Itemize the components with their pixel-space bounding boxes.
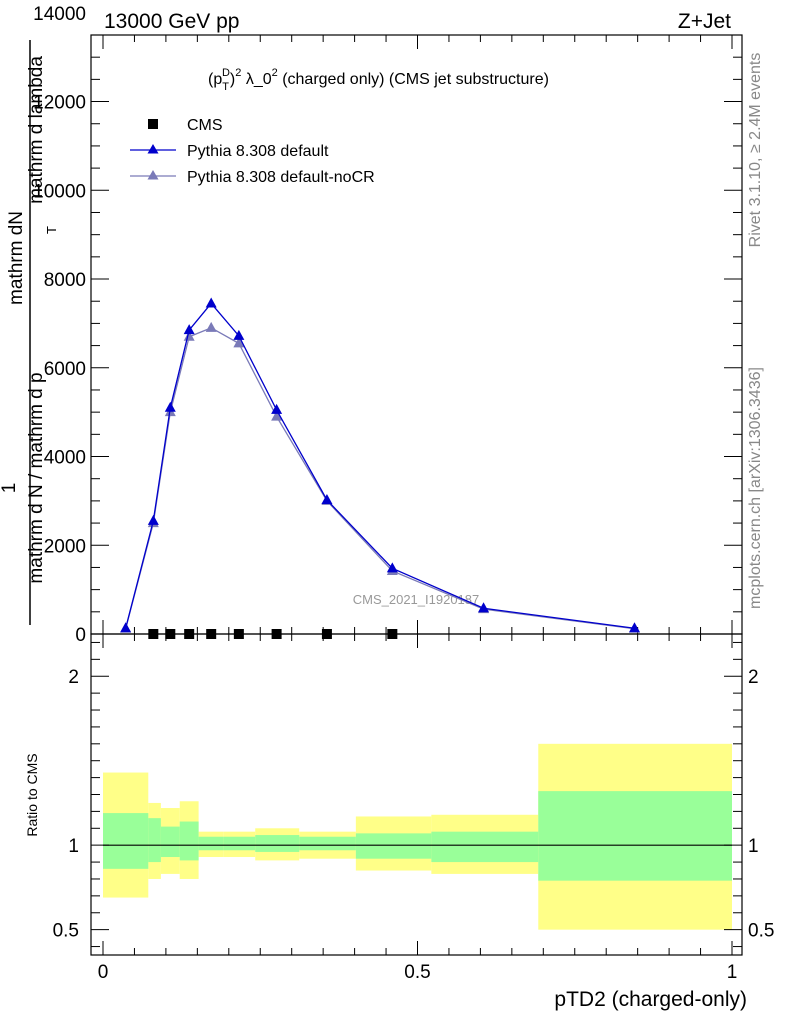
- legend-entry-nocr: Pythia 8.308 default-noCR: [130, 169, 375, 186]
- rivet-label: Rivet 3.1.10, ≥ 2.4M events: [747, 53, 764, 248]
- series-line: [125, 327, 635, 630]
- ylabel-lambda: mathrm d lambda: [26, 56, 47, 204]
- legend-label: Pythia 8.308 default-noCR: [187, 169, 375, 186]
- series-point-triangle: [478, 602, 490, 613]
- ratio-band-green: [148, 818, 161, 863]
- ylabel-pt-subscript: T: [44, 226, 59, 234]
- series-point-triangle: [233, 337, 245, 348]
- series-point-triangle: [386, 562, 398, 573]
- legend-marker-triangle: [147, 170, 159, 180]
- legend-label: Pythia 8.308 default: [187, 143, 329, 160]
- main-plot: 0 2000 4000 6000 8000 10000 12000 14000: [33, 4, 743, 646]
- legend-marker-triangle: [147, 144, 159, 154]
- plot-title-part: (charged only) (CMS jet substructure): [278, 71, 549, 88]
- x-tick-label: 0.5: [404, 962, 430, 983]
- main-y-axis-label: mathrm dN 1 mathrm d N / mathrm d p T ma…: [0, 40, 59, 625]
- ratio-y-tick-label: 2: [748, 667, 759, 688]
- series-point-triangle: [183, 330, 195, 341]
- series-point-triangle: [321, 494, 333, 505]
- ylabel-one: 1: [0, 483, 20, 494]
- ratio-band-green: [538, 791, 732, 881]
- legend-label: CMS: [187, 117, 223, 134]
- y-tick-label: 10000: [33, 181, 86, 202]
- legend-entry-default: Pythia 8.308 default: [130, 143, 329, 160]
- ratio-band-green: [355, 833, 432, 859]
- plot-title-part: 2: [235, 67, 241, 79]
- ratio-y-tick-label: 1: [68, 836, 79, 857]
- plot-title-part: λ_0: [241, 71, 271, 88]
- ratio-band-green: [223, 836, 256, 851]
- legend: CMS Pythia 8.308 default Pythia 8.308 de…: [130, 117, 375, 186]
- series-point-triangle: [271, 410, 283, 421]
- series-point-triangle: [629, 622, 641, 633]
- y-tick-label: 0: [75, 625, 86, 646]
- plot-title-part: ): [230, 71, 235, 88]
- analysis-watermark: CMS_2021_I1920187: [353, 592, 480, 607]
- series-line: [125, 302, 635, 629]
- y-tick-label: 4000: [44, 448, 86, 469]
- plot-title: (pTD)2 λ_02 (charged only) (CMS jet subs…: [208, 67, 549, 93]
- plot-title-part: D: [222, 67, 230, 79]
- process-label: Z+Jet: [678, 10, 731, 33]
- series-point-triangle: [120, 622, 132, 633]
- ratio-band-green: [431, 831, 539, 863]
- series-point-triangle: [205, 297, 217, 308]
- series-point-triangle: [271, 403, 283, 414]
- plot-title-part: (p: [208, 71, 222, 88]
- series-point-triangle: [233, 329, 245, 340]
- series-point-triangle: [147, 514, 159, 525]
- ratio-band-green: [299, 836, 356, 851]
- svg-text:(pTD)2 λ_02 (charged only) (CM: (pTD)2 λ_02 (charged only) (CMS jet subs…: [208, 67, 549, 93]
- y-tick-label: 12000: [33, 93, 86, 114]
- ratio-band-green: [198, 836, 224, 851]
- ratio-y-tick-label: 0.5: [748, 921, 774, 942]
- ratio-y-tick-label: 2: [68, 667, 79, 688]
- x-tick-label: 0: [98, 962, 109, 983]
- y-tick-label: 2000: [44, 536, 86, 557]
- mcplots-label: mcplots.cern.ch [arXiv:1306.3436]: [747, 367, 764, 609]
- series-point-triangle: [164, 401, 176, 412]
- ratio-band-green: [255, 835, 300, 852]
- ratio-y-tick-label: 1: [748, 836, 759, 857]
- ratio-y-axis-label: Ratio to CMS: [24, 753, 40, 836]
- y-tick-label: 14000: [33, 4, 86, 25]
- series-point-triangle: [205, 321, 217, 332]
- ratio-band-green: [160, 826, 180, 858]
- series-point-triangle: [183, 324, 195, 335]
- ylabel-numerator: mathrm dN: [6, 211, 27, 305]
- ratio-band-green: [103, 813, 149, 869]
- ratio-plot: 0 0.5 1 0.5 0.5 1 1 2 2: [53, 633, 774, 983]
- ylabel-denominator: mathrm d N / mathrm d p: [26, 372, 47, 583]
- legend-entry-cms: CMS: [148, 117, 223, 134]
- x-tick-label: 1: [727, 962, 738, 983]
- y-tick-label: 8000: [44, 270, 86, 291]
- ratio-band-green: [179, 821, 199, 861]
- ratio-y-tick-label: 0.5: [53, 921, 79, 942]
- y-tick-label: 6000: [44, 359, 86, 380]
- legend-marker-square: [148, 119, 158, 129]
- x-axis-label: pTD2 (charged-only): [554, 988, 747, 1011]
- plot-title-part: T: [222, 81, 229, 93]
- energy-label: 13000 GeV pp: [104, 10, 239, 33]
- plot-title-part: 2: [272, 67, 278, 79]
